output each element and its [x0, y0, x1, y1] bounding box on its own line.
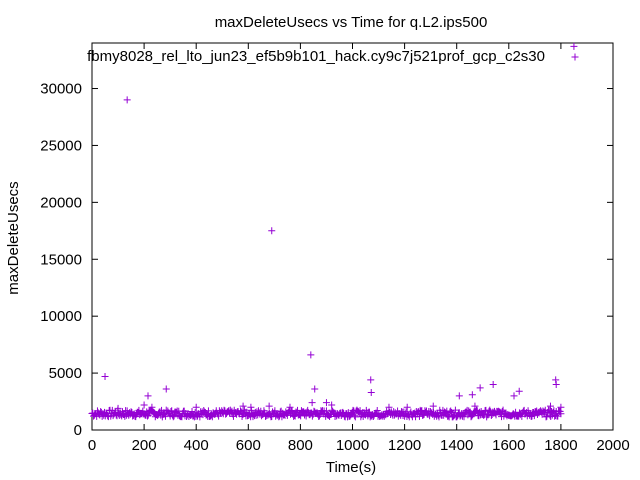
y-tick-label: 10000 [40, 308, 82, 325]
data-point [552, 376, 560, 384]
data-point [307, 351, 315, 359]
data-point [123, 96, 131, 104]
data-point [265, 402, 273, 410]
x-tick-label: 1000 [336, 437, 369, 454]
baseline-point [354, 408, 362, 416]
data-point [311, 385, 319, 393]
data-point [114, 404, 122, 412]
baseline-point [447, 407, 455, 415]
legend-marker-icon [571, 53, 579, 61]
baseline-point [446, 408, 454, 416]
chart-title: maxDeleteUsecs vs Time for q.L2.ips500 [215, 14, 488, 31]
x-tick-label: 0 [88, 437, 96, 454]
data-point [552, 380, 560, 388]
x-tick-label: 600 [236, 437, 261, 454]
data-point [557, 403, 565, 411]
data-point [286, 403, 294, 411]
x-tick-label: 1800 [544, 437, 577, 454]
data-point [455, 392, 463, 400]
data-point [239, 402, 247, 410]
x-tick-label: 200 [132, 437, 157, 454]
baseline-point [98, 412, 106, 420]
x-tick-label: 2000 [596, 437, 629, 454]
baseline-point [465, 407, 473, 415]
baseline-point [271, 407, 279, 415]
baseline-point [315, 412, 323, 420]
data-point [101, 373, 109, 381]
data-point [192, 403, 200, 411]
x-tick-label: 1400 [440, 437, 473, 454]
baseline-point [451, 406, 459, 414]
data-point [476, 384, 484, 392]
baseline-point [149, 408, 157, 416]
data-point [385, 403, 393, 411]
baseline-point [492, 411, 500, 419]
baseline-point [530, 412, 538, 420]
baseline-point [351, 412, 359, 420]
baseline-point [441, 409, 449, 417]
x-tick-label: 1200 [388, 437, 421, 454]
baseline-point [118, 408, 126, 416]
baseline-point [188, 408, 196, 416]
data-point [471, 402, 479, 410]
x-axis-label: Time(s) [326, 459, 376, 476]
baseline-point [144, 411, 152, 419]
y-tick-label: 0 [74, 422, 82, 439]
data-point [144, 392, 152, 400]
data-point [308, 399, 316, 407]
baseline-point [236, 407, 244, 415]
baseline-point [322, 407, 330, 415]
data-point [148, 403, 156, 411]
y-tick-label: 5000 [49, 365, 82, 382]
data-point [268, 227, 276, 235]
y-tick-label: 25000 [40, 137, 82, 154]
data-point [140, 401, 148, 409]
baseline-point [475, 412, 483, 420]
baseline-point [499, 406, 507, 414]
baseline-point [415, 412, 423, 420]
data-point [322, 399, 330, 407]
data-point [510, 392, 518, 400]
data-point [403, 403, 411, 411]
data-point [247, 403, 255, 411]
y-tick-label: 20000 [40, 194, 82, 211]
baseline-point [287, 406, 295, 414]
data-point [328, 401, 336, 409]
y-tick-label: 15000 [40, 251, 82, 268]
data-point [162, 385, 170, 393]
data-point [570, 42, 578, 50]
data-point [515, 387, 523, 395]
data-point [367, 376, 375, 384]
baseline-point [204, 407, 212, 415]
legend: fbmy8028_rel_lto_jun23_ef5b9b101_hack.cy… [87, 48, 579, 65]
data-point [489, 380, 497, 388]
y-axis-label: maxDeleteUsecs [5, 181, 22, 294]
baseline-point [169, 413, 177, 421]
baseline-point [167, 407, 175, 415]
baseline-point [460, 413, 468, 421]
baseline-point [373, 406, 381, 414]
data-point [468, 391, 476, 399]
data-point [546, 402, 554, 410]
y-tick-label: 30000 [40, 81, 82, 98]
baseline-point [512, 408, 520, 416]
baseline-point [247, 406, 255, 414]
baseline-point [557, 410, 565, 418]
x-tick-label: 400 [184, 437, 209, 454]
baseline-point [191, 409, 199, 417]
legend-entry-label: fbmy8028_rel_lto_jun23_ef5b9b101_hack.cy… [87, 48, 545, 65]
x-tick-label: 800 [288, 437, 313, 454]
x-tick-label: 1600 [492, 437, 525, 454]
baseline-point [143, 412, 151, 420]
data-point [429, 402, 437, 410]
data-point [367, 388, 375, 396]
